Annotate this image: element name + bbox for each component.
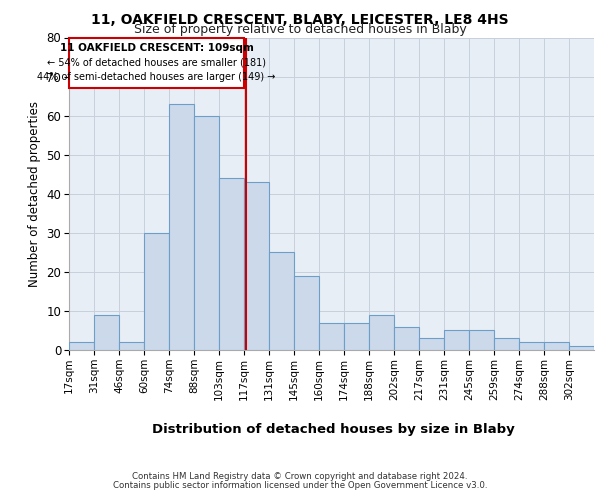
Text: Contains HM Land Registry data © Crown copyright and database right 2024.: Contains HM Land Registry data © Crown c… <box>132 472 468 481</box>
Bar <box>144 233 169 350</box>
Bar <box>494 338 519 350</box>
Bar <box>419 338 444 350</box>
Bar <box>119 342 144 350</box>
Bar <box>269 252 294 350</box>
Bar <box>69 342 94 350</box>
Bar <box>469 330 494 350</box>
Text: ← 54% of detached houses are smaller (181): ← 54% of detached houses are smaller (18… <box>47 57 266 67</box>
Bar <box>169 104 194 350</box>
Bar <box>194 116 219 350</box>
Bar <box>544 342 569 350</box>
Text: 11, OAKFIELD CRESCENT, BLABY, LEICESTER, LE8 4HS: 11, OAKFIELD CRESCENT, BLABY, LEICESTER,… <box>91 12 509 26</box>
Bar <box>244 182 269 350</box>
Bar <box>94 315 119 350</box>
Bar <box>519 342 544 350</box>
Bar <box>569 346 594 350</box>
Y-axis label: Number of detached properties: Number of detached properties <box>28 101 41 287</box>
Text: 44% of semi-detached houses are larger (149) →: 44% of semi-detached houses are larger (… <box>37 72 275 82</box>
Bar <box>394 326 419 350</box>
Text: Contains public sector information licensed under the Open Government Licence v3: Contains public sector information licen… <box>113 481 487 490</box>
Bar <box>294 276 319 350</box>
Bar <box>369 315 394 350</box>
Bar <box>69 38 244 88</box>
Text: Size of property relative to detached houses in Blaby: Size of property relative to detached ho… <box>134 22 466 36</box>
Bar <box>219 178 244 350</box>
Text: 11 OAKFIELD CRESCENT: 109sqm: 11 OAKFIELD CRESCENT: 109sqm <box>59 44 253 54</box>
Bar <box>344 322 369 350</box>
Bar <box>444 330 469 350</box>
Text: Distribution of detached houses by size in Blaby: Distribution of detached houses by size … <box>152 422 514 436</box>
Bar <box>319 322 344 350</box>
